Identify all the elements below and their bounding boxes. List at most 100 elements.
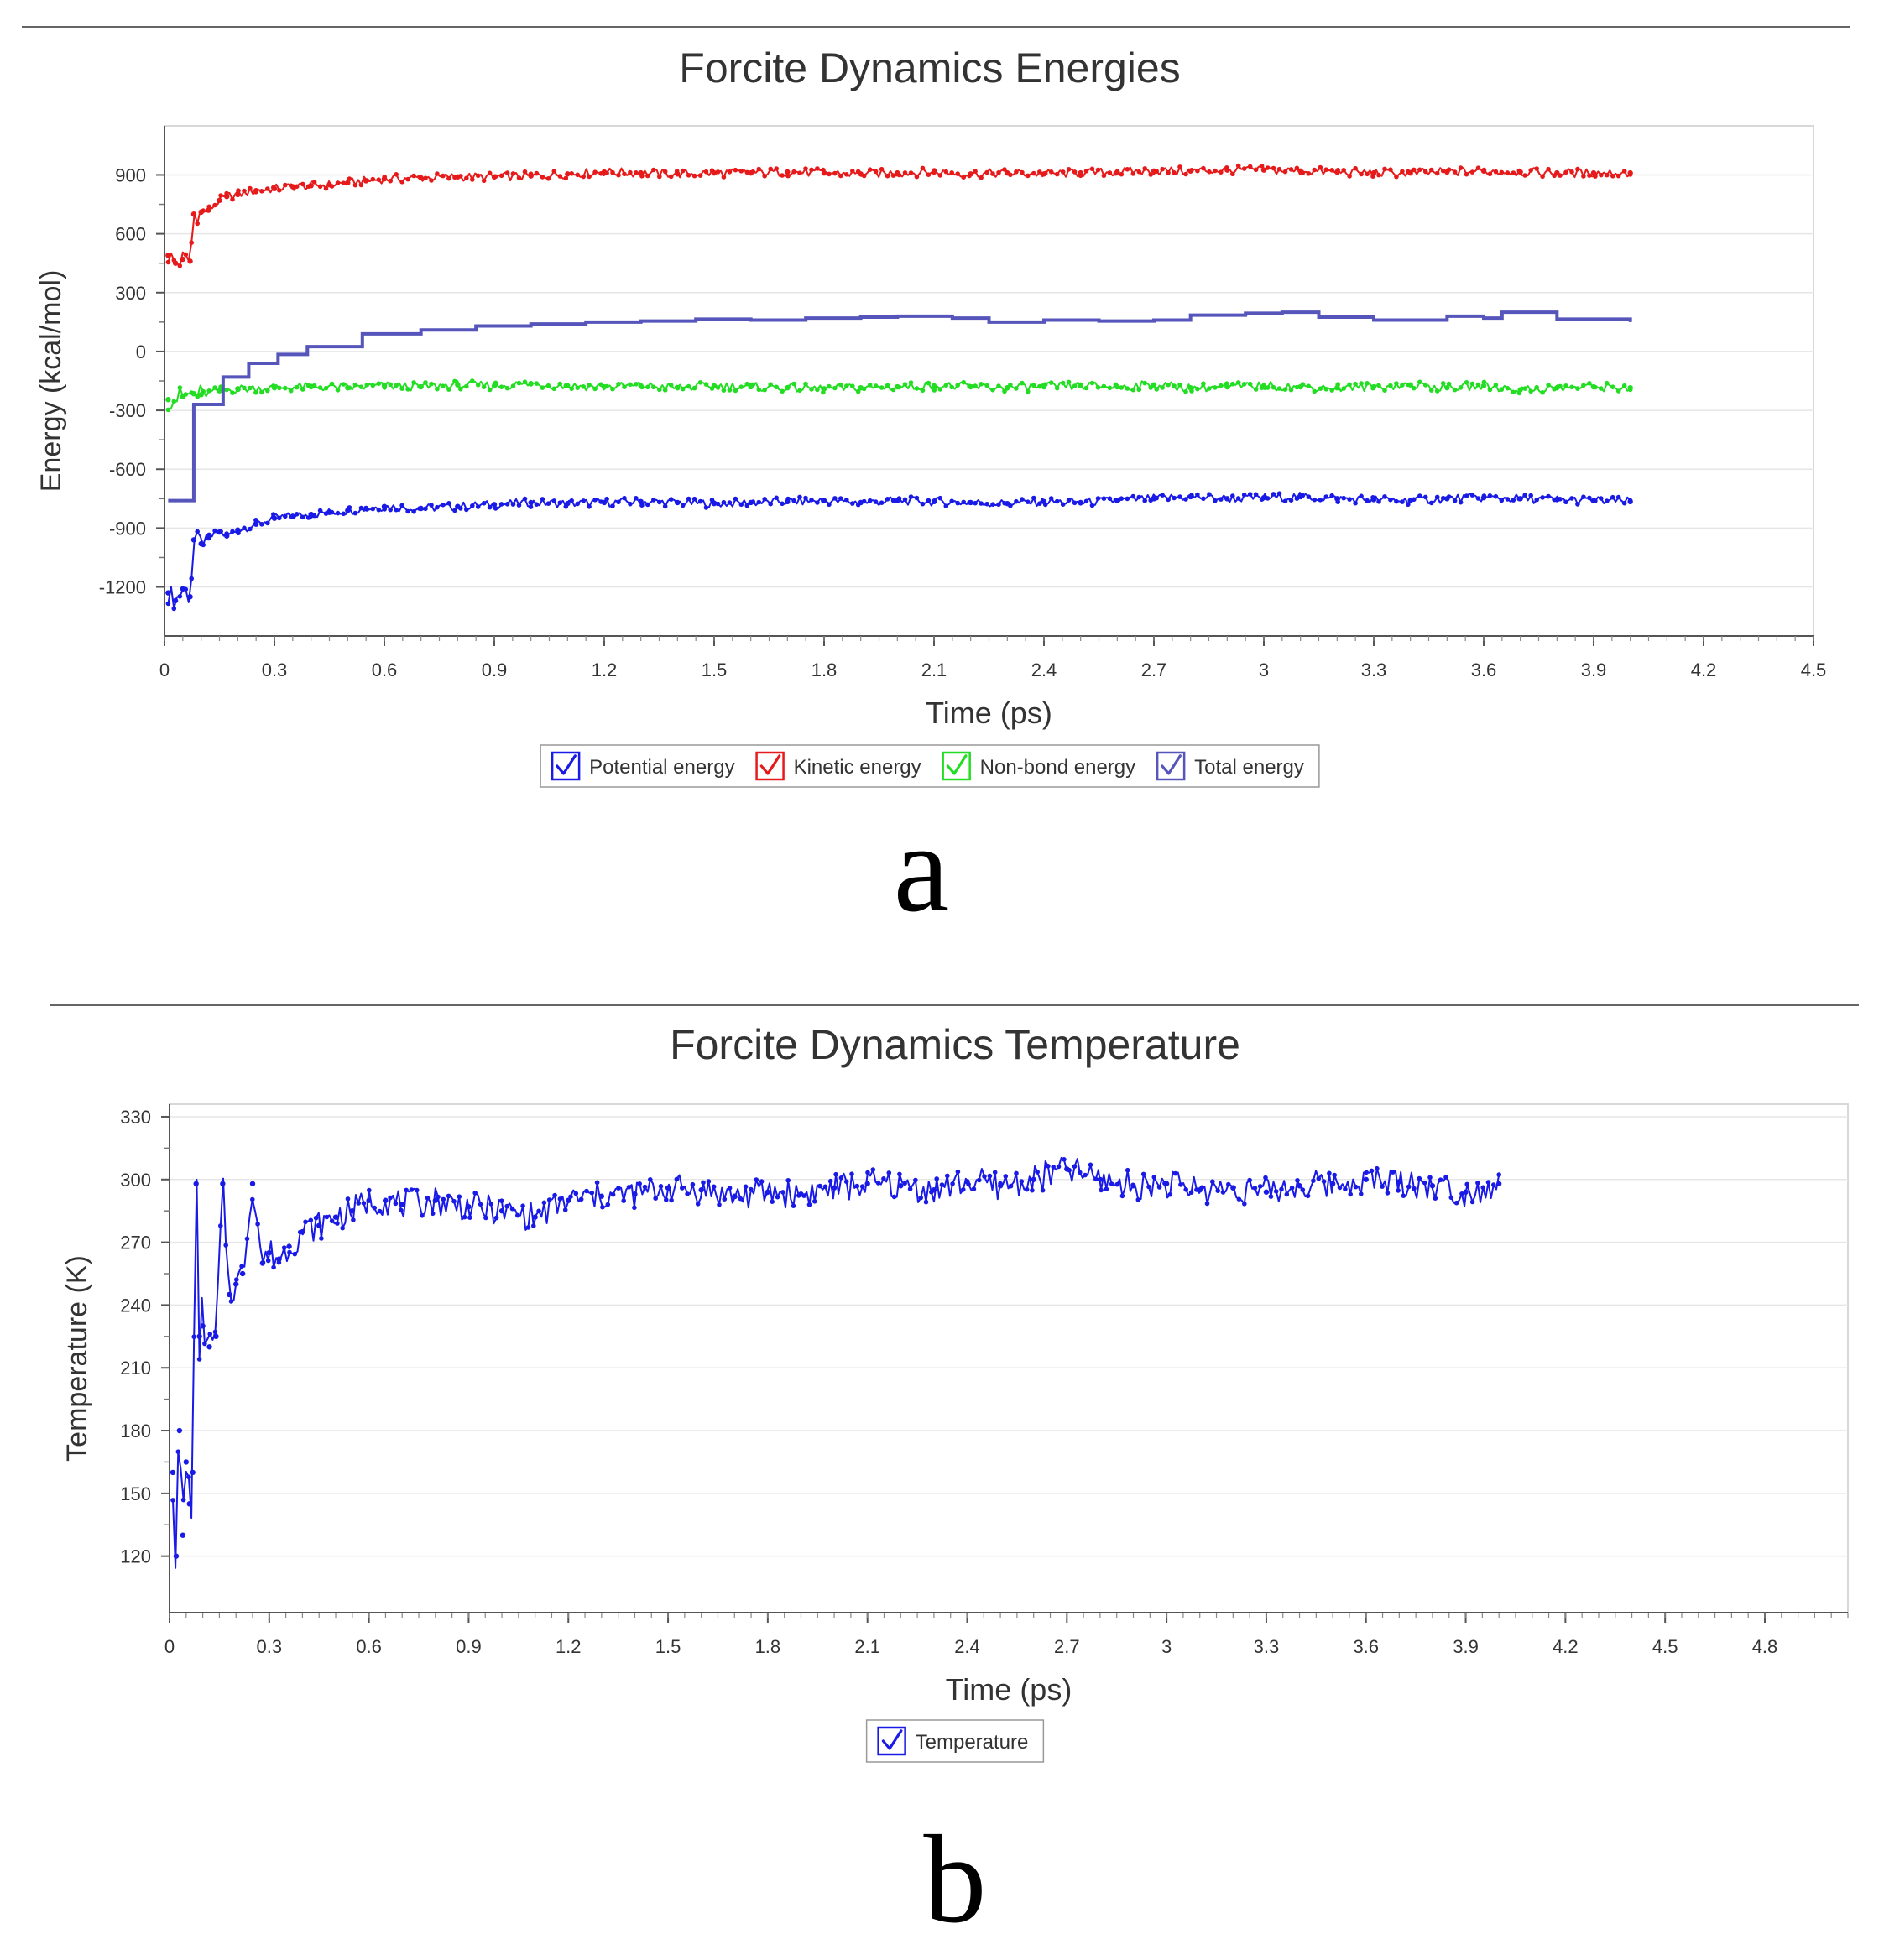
data-point <box>902 170 908 175</box>
data-point <box>470 503 475 508</box>
data-point <box>190 391 197 397</box>
data-point <box>1213 498 1218 503</box>
data-point <box>536 1208 541 1214</box>
data-point <box>196 1357 202 1362</box>
data-point <box>662 388 668 393</box>
data-point <box>662 169 668 175</box>
data-point <box>1051 1165 1056 1170</box>
data-point <box>441 1196 446 1202</box>
data-point <box>483 1215 488 1221</box>
data-point <box>1183 497 1188 502</box>
series-kinetic-energy <box>165 163 1633 268</box>
data-point <box>418 505 424 512</box>
data-point <box>657 174 662 180</box>
data-point <box>1427 1175 1433 1181</box>
y-tick-label: 900 <box>115 164 146 185</box>
data-point <box>1114 169 1120 175</box>
x-tick-label: 1.2 <box>592 659 618 680</box>
data-point <box>311 180 317 185</box>
data-point <box>1230 381 1235 387</box>
x-tick-label: 2.4 <box>954 1636 980 1657</box>
series-non-bond-energy <box>165 378 1633 413</box>
x-tick-label: 3 <box>1259 659 1269 680</box>
legend-item-potential-energy[interactable]: Potential energy <box>551 751 735 781</box>
data-point <box>381 383 388 389</box>
data-point <box>1204 1201 1210 1207</box>
data-point <box>429 178 434 183</box>
legend-item-temperature[interactable]: Temperature <box>877 1726 1029 1756</box>
data-point <box>1480 383 1487 389</box>
data-point <box>1621 383 1627 388</box>
data-point <box>207 1332 212 1337</box>
data-point <box>1183 388 1188 394</box>
series-line <box>168 310 1632 503</box>
data-point <box>394 383 399 388</box>
data-point <box>319 1236 324 1241</box>
data-point <box>754 1177 759 1182</box>
data-point <box>1066 167 1072 172</box>
data-point <box>405 176 410 182</box>
data-point <box>589 1190 595 1196</box>
data-point <box>1475 165 1481 170</box>
data-point <box>170 1498 175 1503</box>
data-point <box>827 383 832 389</box>
data-point <box>551 169 557 174</box>
data-point <box>377 1208 383 1214</box>
data-point <box>1062 1157 1067 1162</box>
data-point <box>1446 381 1452 387</box>
data-point <box>341 511 347 517</box>
data-point <box>230 529 235 534</box>
data-point <box>1263 1175 1268 1181</box>
data-point <box>195 529 200 534</box>
data-point <box>1142 166 1147 171</box>
data-point <box>366 1197 372 1203</box>
data-point <box>1107 170 1113 175</box>
data-point <box>227 1291 232 1298</box>
data-point <box>462 1214 467 1220</box>
plot-area <box>169 1103 1849 1613</box>
legend-item-total-energy[interactable]: Total energy <box>1156 751 1304 781</box>
data-point <box>668 174 674 180</box>
data-point <box>1452 169 1458 175</box>
data-point <box>1297 1183 1302 1189</box>
data-point <box>1359 171 1364 177</box>
x-axis-label: Time (ps) <box>946 1672 1072 1707</box>
data-point <box>552 1192 557 1198</box>
data-point <box>1388 383 1393 388</box>
series-temperature <box>170 1156 1502 1569</box>
data-point <box>414 1187 420 1193</box>
data-point <box>827 502 832 508</box>
data-point <box>173 1553 180 1559</box>
data-point <box>393 1201 399 1207</box>
data-point <box>399 386 404 391</box>
data-point <box>1575 502 1580 507</box>
data-point <box>491 174 498 180</box>
data-point <box>1388 167 1393 172</box>
data-point <box>198 209 204 216</box>
data-point <box>1493 493 1499 499</box>
data-point <box>859 1184 865 1189</box>
data-point <box>405 508 410 514</box>
data-point <box>711 500 718 507</box>
data-point <box>435 386 440 392</box>
data-point <box>1615 494 1621 500</box>
data-point <box>376 381 382 387</box>
data-point <box>223 1243 229 1248</box>
data-point <box>1257 1184 1263 1189</box>
data-point <box>1207 169 1212 175</box>
data-point <box>1002 388 1007 394</box>
data-point <box>1365 171 1370 177</box>
x-tick-label: 3 <box>1161 1636 1172 1657</box>
legend-item-kinetic-energy[interactable]: Kinetic energy <box>755 751 921 781</box>
data-point <box>1546 166 1551 172</box>
data-point <box>722 1196 728 1202</box>
data-point <box>1443 1175 1448 1180</box>
data-point <box>345 508 351 513</box>
data-point <box>1546 493 1551 499</box>
data-point <box>821 169 827 176</box>
data-point <box>1334 169 1340 175</box>
data-point <box>1119 385 1125 390</box>
data-point <box>1581 383 1586 388</box>
data-point <box>1469 1199 1475 1205</box>
legend-item-non-bond-energy[interactable]: Non-bond energy <box>942 751 1135 781</box>
